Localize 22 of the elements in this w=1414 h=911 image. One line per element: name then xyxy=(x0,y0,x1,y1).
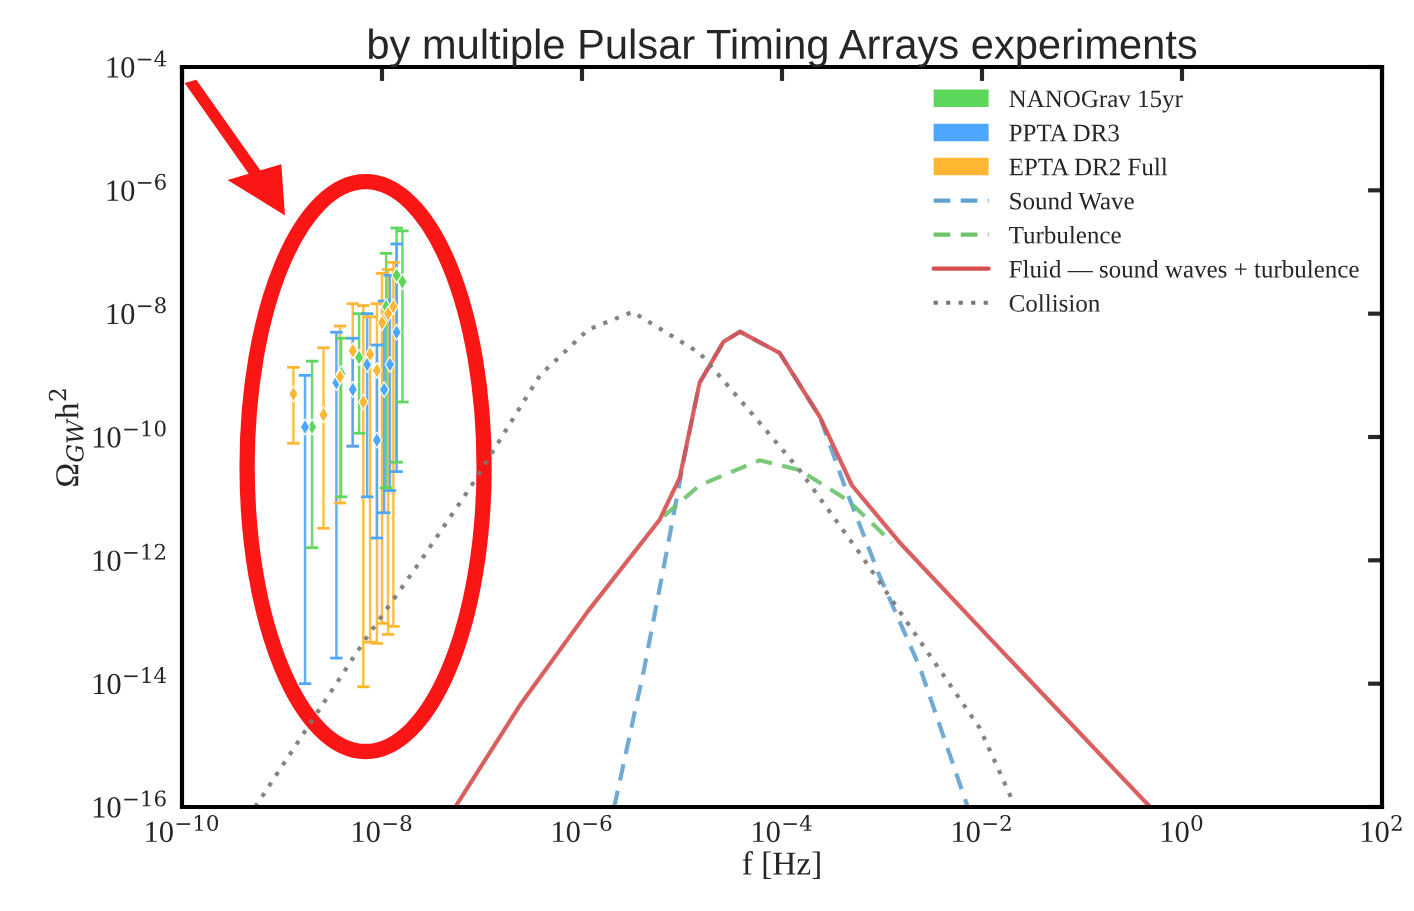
x-tick-label: 10$^{−4}$ xyxy=(753,814,812,843)
y-tick-label: 10$^{−4}$ xyxy=(107,50,167,78)
x-axis-title: f [Hz] xyxy=(742,851,820,879)
x-tick-label: 10$^{0}$ xyxy=(1161,814,1203,843)
y-tick-label: 10$^{−10}$ xyxy=(93,420,166,448)
y-tick-label: 10$^{−14}$ xyxy=(93,667,167,695)
legend-label: Turbulence xyxy=(1009,226,1121,244)
x-tick-label: 10$^{−2}$ xyxy=(953,814,1011,843)
y-tick-label: 10$^{−8}$ xyxy=(107,297,166,325)
legend-label: NANOGrav 15yr xyxy=(1009,90,1183,113)
legend-label: PPTA DR3 xyxy=(1009,124,1119,142)
x-tick-label: 10$^{−8}$ xyxy=(353,814,412,843)
legend-label: Sound Wave xyxy=(1010,191,1134,210)
x-tick-label: 10$^{−6}$ xyxy=(553,814,612,843)
legend-label: Fluid — sound waves + turbulence xyxy=(1009,260,1359,278)
chart-title: by multiple Pulsar Timing Arrays experiments xyxy=(369,28,1197,68)
y-axis-title: Ω$_{GW}$h$^{2}$ xyxy=(48,389,84,486)
y-tick-label: 10$^{−12}$ xyxy=(93,543,165,572)
legend-label: EPTA DR2 Full xyxy=(1009,157,1168,176)
legend-label: Collision xyxy=(1009,294,1100,312)
x-tick-label: 10$^{2}$ xyxy=(1361,814,1402,843)
y-tick-label: 10$^{−6}$ xyxy=(107,173,166,202)
